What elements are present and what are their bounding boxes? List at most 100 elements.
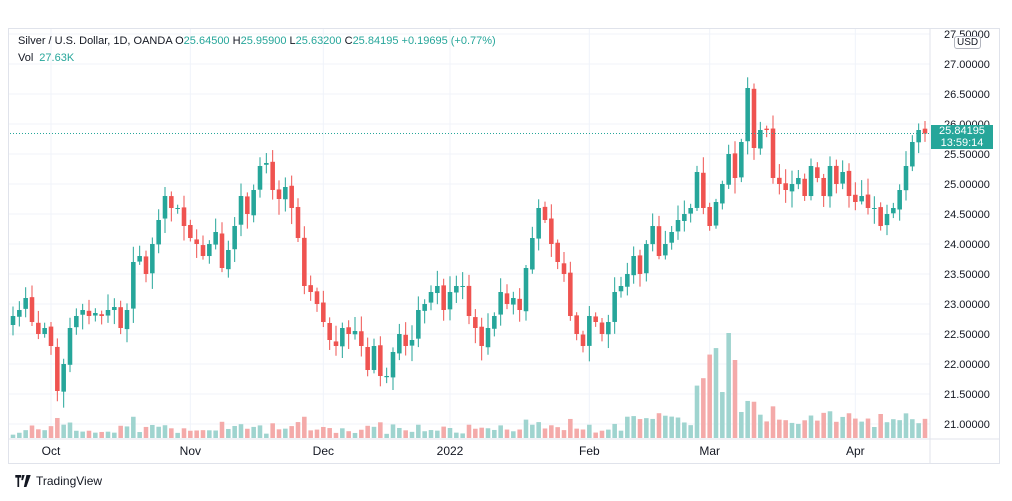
candle-body <box>48 326 54 346</box>
candle-body <box>162 196 168 219</box>
candle-body <box>327 322 332 340</box>
candle-body <box>352 331 358 335</box>
candle-body <box>61 364 66 392</box>
candle-body <box>561 263 567 274</box>
volume-bar <box>409 431 415 438</box>
candle-body <box>169 196 174 208</box>
volume-bar <box>289 426 294 438</box>
candle-body <box>726 154 731 185</box>
y-tick-label: 25.00000 <box>944 179 990 191</box>
candle-body <box>568 272 573 316</box>
candle-body <box>409 340 415 346</box>
candle-body <box>93 313 98 316</box>
volume-bar <box>314 429 320 438</box>
candle-body <box>390 352 396 378</box>
volume-bar <box>555 427 560 438</box>
candle-body <box>422 304 427 311</box>
volume-bar <box>365 425 370 438</box>
candle-body <box>606 322 611 335</box>
candle-body <box>276 189 282 199</box>
candle-body <box>574 315 579 334</box>
candle-body <box>371 346 377 370</box>
volume-bar <box>447 427 453 438</box>
volume-bar <box>644 418 649 438</box>
candle-body <box>219 233 225 268</box>
volume-bar <box>568 418 573 438</box>
candle-body <box>105 310 111 316</box>
candle-body <box>523 268 529 312</box>
candle-body <box>903 166 909 191</box>
volume-bar <box>891 419 896 438</box>
candle-body <box>796 178 801 185</box>
candle-body <box>365 347 370 370</box>
volume-bar <box>333 432 339 438</box>
candle-body <box>669 232 674 243</box>
candle-body <box>650 226 655 245</box>
candle-body <box>485 328 491 348</box>
candle-body <box>188 225 193 238</box>
candle-body <box>599 322 605 334</box>
volume-bar <box>131 416 136 438</box>
volume-bar <box>207 430 212 438</box>
candle-body <box>897 190 902 210</box>
volume-bar <box>137 432 142 438</box>
candle-body <box>264 163 269 165</box>
candle-body <box>637 255 643 274</box>
volume-bar <box>359 429 364 438</box>
volume-bar <box>422 431 427 438</box>
volume-bar <box>783 420 788 438</box>
candle-body <box>124 310 130 330</box>
candle-body <box>10 316 16 325</box>
volume-bar <box>707 354 712 438</box>
volume-bar <box>435 430 440 438</box>
x-tick-label: Dec <box>313 444 334 458</box>
volume-bar <box>821 412 826 438</box>
volume-bar <box>61 424 66 438</box>
volume-bar <box>99 431 104 438</box>
volume-bar <box>599 430 605 438</box>
candle-body <box>859 196 864 202</box>
volume-bar <box>473 428 478 438</box>
volume-bar <box>118 425 123 438</box>
candle-body <box>321 302 326 322</box>
candle-body <box>207 244 212 257</box>
volume-bar <box>764 421 769 438</box>
volume-bar <box>808 415 814 438</box>
volume-bar <box>403 430 408 438</box>
candle-body <box>80 310 85 315</box>
high-value: 25.95900 <box>240 35 287 47</box>
volume-bar <box>606 429 611 438</box>
candle-body <box>751 88 757 148</box>
candle-body <box>549 218 554 244</box>
y-tick-label: 22.00000 <box>944 359 990 371</box>
candle-body <box>821 177 826 196</box>
change-value: +0.19695 (+0.77%) <box>401 35 496 47</box>
candle-body <box>131 262 136 309</box>
candle-body <box>112 307 117 311</box>
y-tick-label: 27.00000 <box>944 59 990 71</box>
volume-bar <box>378 422 383 438</box>
candle-body <box>612 292 617 322</box>
x-tick-label: Mar <box>699 444 720 458</box>
volume-bar <box>188 430 193 438</box>
volume-bar <box>663 415 668 438</box>
candle-body <box>625 274 630 287</box>
x-tick-label: Feb <box>579 444 600 458</box>
candle-body <box>827 166 833 197</box>
candle-body <box>333 341 339 346</box>
volume-bar <box>815 420 820 438</box>
currency-badge[interactable]: USD <box>954 36 982 49</box>
symbol-label: Silver / U.S. Dollar, 1D, OANDA <box>18 35 173 47</box>
candle-body <box>770 128 776 178</box>
volume-bar <box>739 411 744 438</box>
candle-body <box>688 208 693 214</box>
candle-body <box>498 292 503 315</box>
tradingview-branding[interactable]: TradingView <box>14 474 102 488</box>
volume-label: Vol <box>18 52 34 64</box>
chart-frame[interactable] <box>8 28 1000 464</box>
candle-body <box>213 232 218 245</box>
volume-bar <box>48 426 54 438</box>
volume-bar <box>143 426 149 438</box>
volume-bar <box>321 426 326 438</box>
